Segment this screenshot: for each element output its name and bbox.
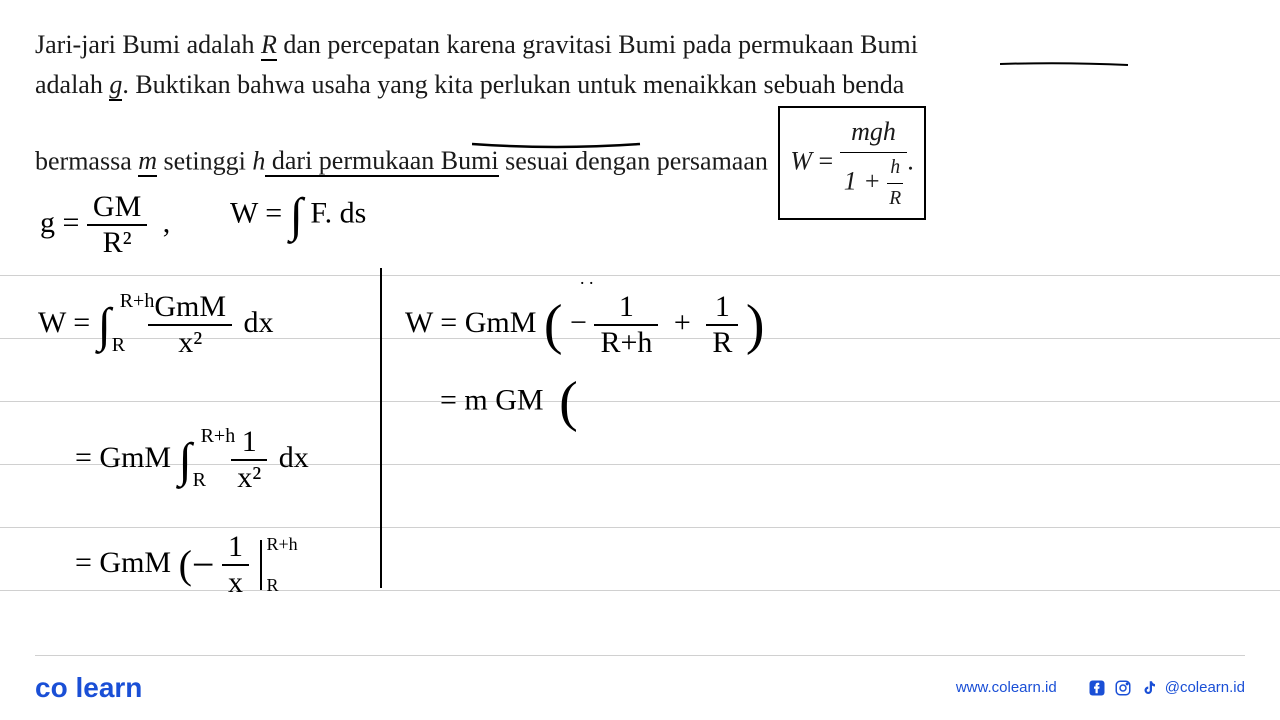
text: bermassa [35,146,138,175]
hw-den: R [706,326,738,360]
hw-eq5: = GmM (− 1x R+hR [75,530,262,600]
hw-dx: dx [244,306,274,339]
tiktok-icon[interactable] [1139,678,1159,698]
formula-lhs: W [790,146,812,175]
formula-eq: = [812,146,840,175]
hw-eq: = GmM [75,441,171,474]
hw-den: R² [87,226,147,260]
hw-frac1: 1R+h [594,290,658,360]
logo-co: co [35,672,68,703]
social-handle[interactable]: @colearn.id [1165,679,1245,696]
instagram-icon[interactable] [1113,678,1133,698]
int-upper: R+h [120,290,155,313]
hw-num: 1 [594,290,658,326]
hw-eq4: = GmM ∫R+hR 1x² dx [75,425,309,495]
hw-comma: , [163,206,171,239]
text: . Buktikan bahwa usaha yang kita perluka… [122,70,904,99]
hw-den: x [222,566,249,600]
hw-eq1: g = GMR² , [40,190,170,260]
eval-lower: R [266,575,278,596]
text: dan percepatan karena gravitasi Bumi pad… [277,30,918,59]
text: setinggi [157,146,252,175]
eval-upper: R+h [266,534,297,555]
logo-learn: learn [75,672,142,703]
eval-bar: R+hR [260,540,262,590]
text: adalah [35,70,109,99]
hw-neg: − [570,306,587,339]
hw-integral: ∫R+hR [98,298,111,353]
vertical-divider [380,268,382,588]
text: Jari-jari Bumi adalah [35,30,261,59]
hw-w: W = GmM [405,306,536,339]
rule-line [0,401,1280,402]
hw-eq2: W = ∫ F. ds [230,188,366,243]
hw-frac: 1x [222,530,249,600]
hw-num: GmM [148,290,232,326]
facebook-icon[interactable] [1087,678,1107,698]
hw-integral: ∫R+hR [179,433,192,488]
text: sesuai dengan persamaan [499,146,775,175]
hw-eq7: = m GM ( [440,380,578,425]
int-upper: R+h [201,425,236,448]
footer-right: www.colearn.id @colearn.id [956,678,1245,698]
hw-den: R+h [594,326,658,360]
hw-integral: ∫ [290,188,303,243]
hw-fds: F. ds [310,196,366,229]
hw-eq: = GmM [75,546,171,579]
hw-num: 1 [231,425,267,461]
hw-lparen: ( [559,380,578,425]
hw-den: x² [231,461,267,495]
footer: co learn www.colearn.id @colearn.id [0,655,1280,720]
hw-frac: GMR² [87,190,147,260]
social-links: @colearn.id [1087,678,1245,698]
int-lower: R [112,334,125,357]
den-frac-num: h [887,153,903,184]
hw-num: 1 [222,530,249,566]
hw-den: x² [148,326,232,360]
logo: co learn [35,672,142,704]
footer-url[interactable]: www.colearn.id [956,679,1057,696]
hw-rparen: ) [746,303,765,348]
rule-line [0,275,1280,276]
hw-num: 1 [706,290,738,326]
hw-lparen: (− [179,549,215,581]
hw-num: GM [87,190,147,226]
rule-line [0,527,1280,528]
hw-w: W = [38,306,90,339]
dots: . . [580,268,594,289]
formula-num: mgh [840,112,907,153]
var-R: R [261,30,277,61]
text: dari permukaan Bumi [265,146,498,177]
hw-eq3: W = ∫R+hR GmMx² dx [38,290,274,360]
int-lower: R [193,469,206,492]
hw-eq: = m GM [440,383,544,416]
hw-plus: + [674,306,691,339]
footer-divider [35,655,1245,656]
hw-frac: GmMx² [148,290,232,360]
var-h: h [252,146,265,175]
var-m: m [138,146,157,177]
hw-w: W = [230,196,282,229]
hw-eq6: W = GmM ( − 1R+h + 1R ) [405,290,764,360]
hw-lparen: ( [544,303,563,348]
hw-frac: 1x² [231,425,267,495]
hw-dx: dx [279,441,309,474]
hw-g: g = [40,206,79,239]
hw-frac2: 1R [706,290,738,360]
var-g: g [109,70,122,101]
